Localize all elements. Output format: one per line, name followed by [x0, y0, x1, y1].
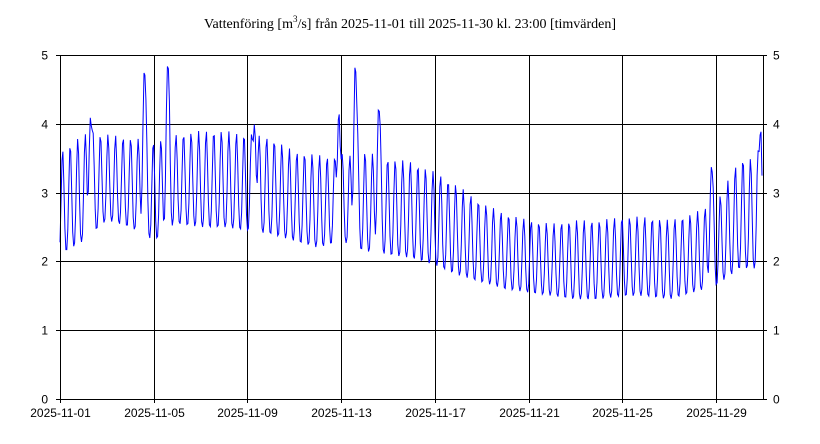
x-tick-label: 2025-11-29 — [686, 406, 747, 420]
x-tick-label: 2025-11-25 — [592, 406, 653, 420]
y-tick-label-right: 4 — [773, 118, 780, 132]
y-tick-label-left: 3 — [41, 187, 48, 201]
y-tick-label-left: 0 — [41, 393, 48, 407]
series-line-vattenforing — [59, 66, 763, 300]
x-tick-label: 2025-11-13 — [311, 406, 372, 420]
grid-layer — [60, 55, 763, 399]
y-tick-label-right: 5 — [773, 49, 780, 63]
plot-frame — [60, 55, 764, 400]
chart-title: Vattenföring [m3/s] från 2025-11-01 till… — [204, 14, 616, 32]
x-tick-label: 2025-11-01 — [30, 406, 91, 420]
y-tick-label-right: 0 — [773, 393, 780, 407]
x-tick-label: 2025-11-21 — [499, 406, 560, 420]
tick-layer: 0 0 1 1 2 2 3 3 4 4 5 5 2025-11-01 2025-11-05 2025-11-… — [30, 49, 780, 421]
y-tick-label-right: 2 — [773, 255, 780, 269]
x-tick-label: 2025-11-17 — [405, 406, 466, 420]
y-tick-label-right: 1 — [773, 324, 780, 338]
y-tick-label-left: 4 — [41, 118, 48, 132]
x-tick-label: 2025-11-05 — [124, 406, 185, 420]
y-tick-label-left: 1 — [41, 324, 48, 338]
x-tick-label: 2025-11-09 — [217, 406, 278, 420]
y-tick-label-right: 3 — [773, 187, 780, 201]
series-layer — [59, 66, 763, 300]
y-tick-label-left: 2 — [41, 255, 48, 269]
y-tick-label-left: 5 — [41, 49, 48, 63]
